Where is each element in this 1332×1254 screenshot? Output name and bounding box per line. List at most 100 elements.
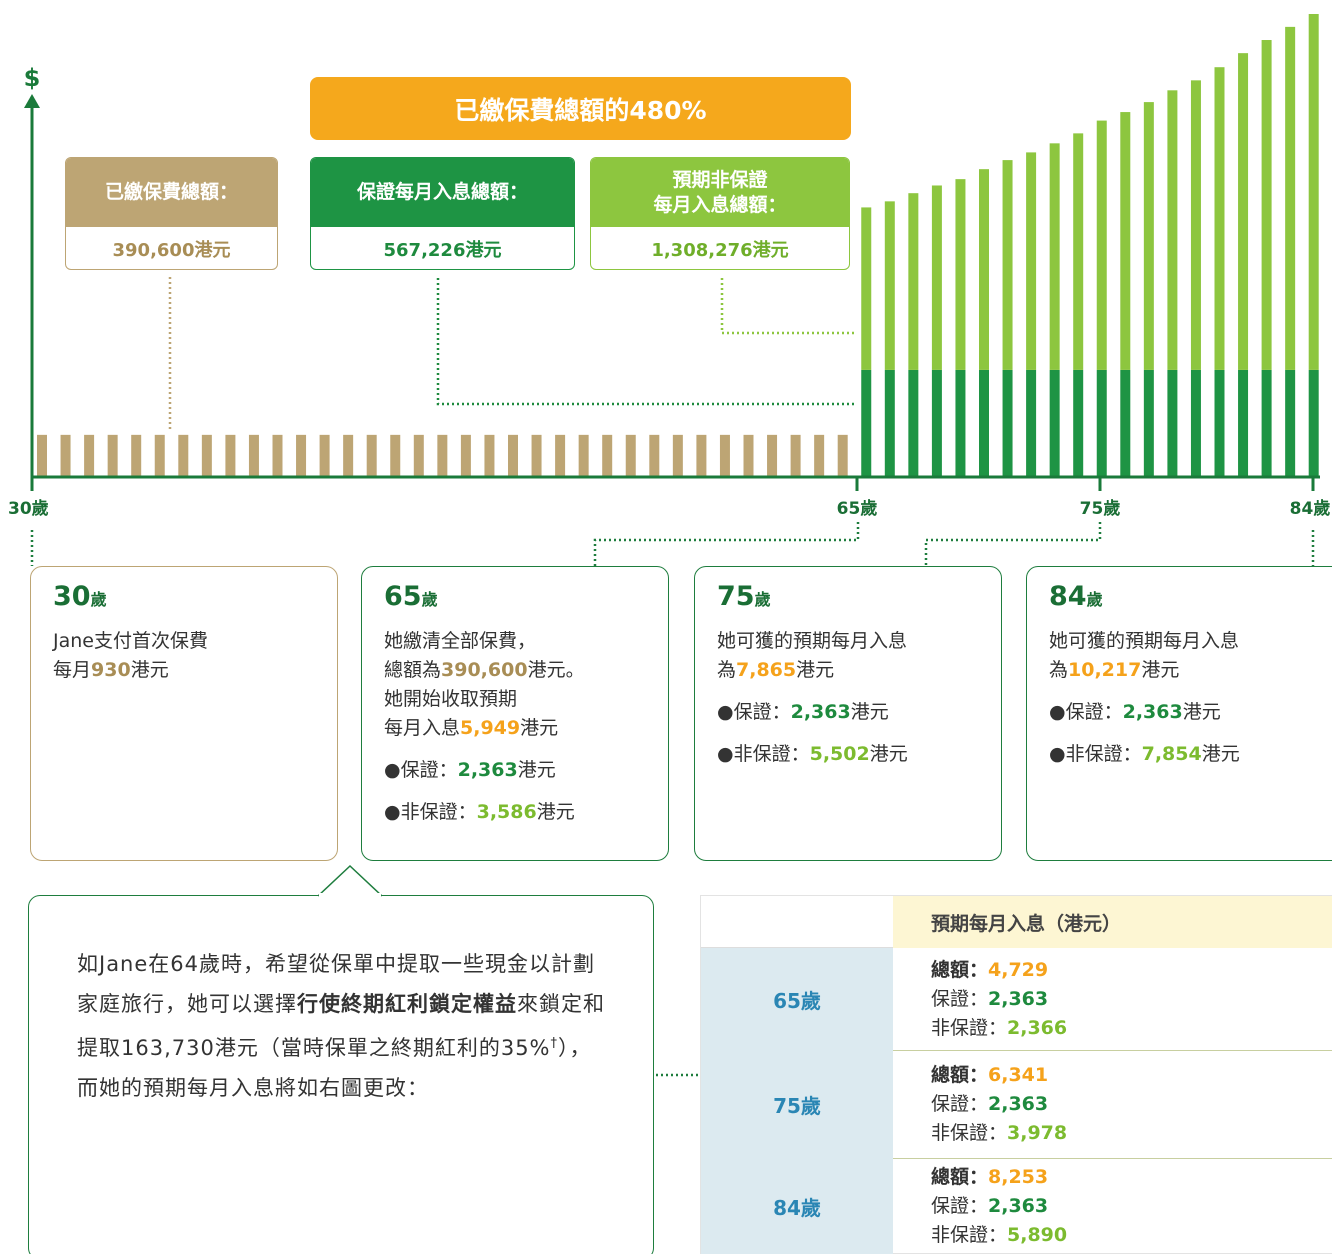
premium-bar <box>37 434 47 477</box>
guaranteed-bar <box>1261 369 1272 477</box>
non-guaranteed-line: 非保證：5,890 <box>931 1221 1067 1250</box>
non-guaranteed-bar <box>908 193 919 370</box>
guaranteed-bar <box>1049 369 1060 477</box>
label: 總額： <box>931 1063 989 1086</box>
card-line: ●保證：2,363港元 <box>384 756 668 785</box>
non-guaranteed-bar <box>1143 102 1154 370</box>
non-guaranteed-line: 非保證：3,978 <box>931 1119 1067 1148</box>
text-segment: 2,363 <box>1122 701 1183 723</box>
card-line: 她可獲的預期每月入息 <box>1049 627 1332 656</box>
premium-bar <box>814 434 825 477</box>
text-segment: 930 <box>91 659 131 681</box>
non-guaranteed-bar <box>1190 80 1201 370</box>
total-box: 保證每月入息總額： 567,226港元 <box>310 157 575 270</box>
note-segment: 行使終期紅利鎖定權益 <box>297 992 517 1016</box>
value: 2,366 <box>1007 1016 1068 1039</box>
premium-bar <box>649 434 660 477</box>
premium-bar <box>460 434 471 477</box>
note-pointer <box>317 864 383 897</box>
card-age: 65歲 <box>384 581 668 627</box>
card-line: 為7,865港元 <box>717 656 1001 685</box>
text-segment: 5,502 <box>809 743 870 765</box>
age-card: 75歲 她可獲的預期每月入息 為7,865港元 ●保證：2,363港元 ●非保證：5,5… <box>694 566 1002 861</box>
guaranteed-bar <box>1026 369 1037 477</box>
text-segment: ●保證： <box>1049 701 1123 723</box>
guaranteed-bar <box>1190 369 1201 477</box>
card-line: Jane支付首次保費 <box>53 627 337 656</box>
premium-bar <box>625 434 636 477</box>
guaranteed-bar <box>931 369 942 477</box>
text-segment: 3,586 <box>476 801 537 823</box>
total-header: 保證每月入息總額： <box>311 158 574 227</box>
age-unit: 歲 <box>421 590 438 609</box>
guaranteed-bar <box>1120 369 1131 477</box>
non-guaranteed-bar <box>1026 152 1037 370</box>
card-line: 她開始收取預期 <box>384 685 668 714</box>
text-segment: ●非保證： <box>717 743 810 765</box>
text-segment: 港元 <box>1182 701 1221 723</box>
age-number: 84 <box>1049 581 1087 612</box>
age-unit: 歲 <box>1086 590 1103 609</box>
note-segment: ），而她的預期每月入息將如右圖更改： <box>77 1036 592 1100</box>
guaranteed-bar <box>1073 369 1084 477</box>
text-segment: 7,865 <box>736 659 797 681</box>
non-guaranteed-bar <box>979 169 989 370</box>
guaranteed-bar <box>1143 369 1154 477</box>
table-row: 65歲 總額：4,729 保證：2,363 非保證：2,366 <box>701 948 1332 1051</box>
leader-65 <box>593 522 860 566</box>
non-guaranteed-bar <box>1120 112 1131 370</box>
text-segment: Jane支付首次保費 <box>53 630 208 652</box>
non-guaranteed-bar <box>931 185 942 370</box>
table: 預期每月入息（港元） 65歲 總額：4,729 保證：2,363 非保證：2,366 75… <box>700 895 1332 1254</box>
card-line: 每月入息5,949港元 <box>384 714 668 743</box>
age-card: 30歲 Jane支付首次保費 每月930港元 <box>30 566 338 861</box>
age-card: 65歲 她繳清全部保費， 總額為390,600港元。 她開始收取預期 每月入息5,949… <box>361 566 669 861</box>
card-line: 她可獲的預期每月入息 <box>717 627 1001 656</box>
total-line: 總額：4,729 <box>931 956 1067 985</box>
age-unit: 歲 <box>754 590 771 609</box>
total-line: 總額：6,341 <box>931 1061 1067 1090</box>
total-line: 總額：8,253 <box>931 1163 1067 1192</box>
guaranteed-bar <box>861 369 872 477</box>
guaranteed-bar <box>1002 369 1013 477</box>
row-values: 總額：4,729 保證：2,363 非保證：2,366 <box>931 956 1067 1043</box>
premium-bar <box>508 434 518 477</box>
value: 2,363 <box>988 987 1049 1010</box>
premium-bar <box>60 434 71 477</box>
total-label: 已繳保費總額： <box>104 181 238 203</box>
non-guaranteed-bar <box>861 207 872 370</box>
premium-bar <box>531 434 542 477</box>
card-line: ●非保證：3,586港元 <box>384 798 668 827</box>
text-segment: 港元 <box>517 759 556 781</box>
text-segment: 每月 <box>53 659 92 681</box>
guaranteed-bar <box>1308 369 1319 477</box>
non-guaranteed-bar <box>955 179 966 370</box>
label: 總額： <box>931 1166 989 1188</box>
label: 保證： <box>931 987 989 1010</box>
value: 8,253 <box>988 1166 1049 1188</box>
premium-bar <box>131 434 142 477</box>
text-segment: 10,217 <box>1068 659 1142 681</box>
guaranteed-line: 保證：2,363 <box>931 985 1067 1014</box>
label: 總額： <box>931 958 989 981</box>
note-segment: 來鎖定和提取163,730港元（當時保單之終期紅利的35% <box>77 992 605 1060</box>
non-guaranteed-bar <box>1049 143 1060 370</box>
guaranteed-bar <box>979 369 989 477</box>
text-segment: 港元 <box>1141 659 1180 681</box>
row-age: 65歲 <box>701 948 893 1050</box>
card-line: 她繳清全部保費， <box>384 627 668 656</box>
premium-bar <box>672 434 683 477</box>
non-guaranteed-bar <box>1238 53 1249 370</box>
total-box: 預期非保證 每月入息總額： 1,308,276港元 <box>590 157 850 270</box>
premium-bar <box>225 434 236 477</box>
leader-non-guaranteed <box>720 278 857 335</box>
guaranteed-bar <box>1096 369 1107 477</box>
premium-bar <box>84 434 95 477</box>
x-tick-label: 30歲 <box>8 498 49 519</box>
value: 5,890 <box>1007 1224 1068 1246</box>
x-tick-label: 65歲 <box>837 498 878 519</box>
text-segment: 她開始收取預期 <box>384 688 518 710</box>
non-guaranteed-bar <box>1073 133 1084 370</box>
text-segment: 港元 <box>520 717 559 739</box>
text-segment: 7,854 <box>1141 743 1202 765</box>
